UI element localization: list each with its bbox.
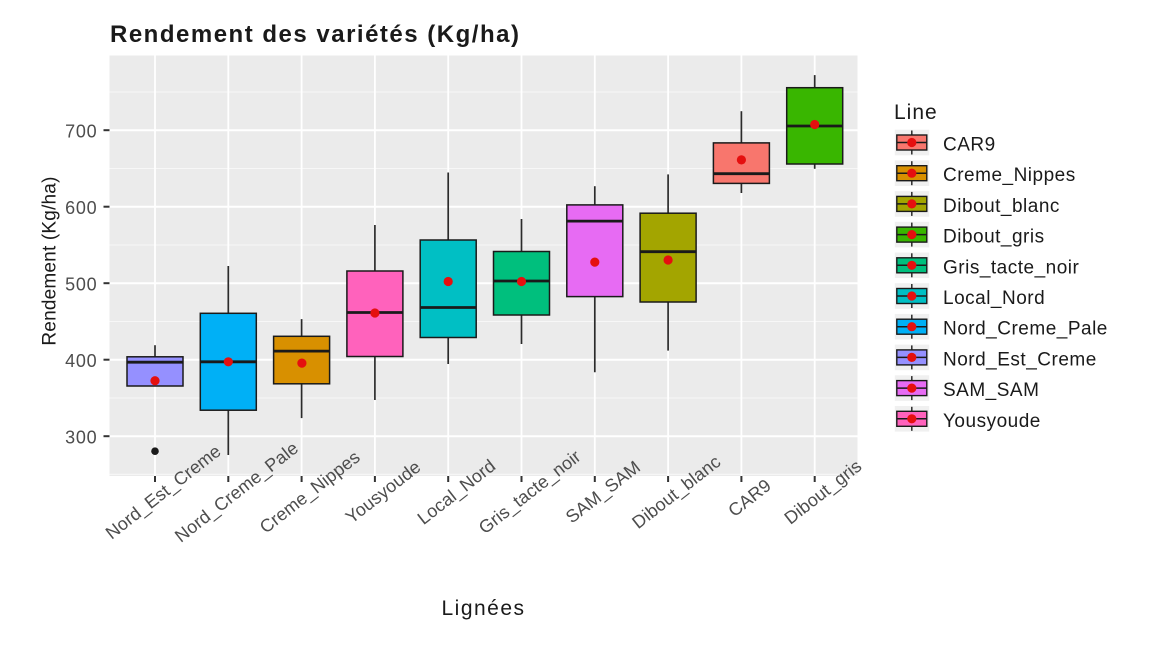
svg-text:Dibout_gris: Dibout_gris — [943, 227, 1045, 248]
svg-text:Line: Line — [894, 101, 938, 124]
svg-text:Yousyoude: Yousyoude — [943, 411, 1041, 432]
svg-text:CAR9: CAR9 — [943, 135, 996, 156]
svg-text:Rendement (Kg/ha): Rendement (Kg/ha) — [40, 176, 61, 345]
svg-text:400: 400 — [65, 351, 97, 371]
svg-text:700: 700 — [65, 121, 97, 141]
svg-text:500: 500 — [65, 274, 97, 294]
svg-text:SAM_SAM: SAM_SAM — [943, 380, 1039, 401]
svg-text:Nord_Est_Creme: Nord_Est_Creme — [943, 349, 1097, 370]
svg-text:300: 300 — [65, 427, 97, 447]
svg-text:Local_Nord: Local_Nord — [943, 288, 1045, 309]
svg-text:Lignées: Lignées — [441, 597, 525, 620]
svg-text:600: 600 — [65, 198, 97, 218]
svg-text:Gris_tacte_noir: Gris_tacte_noir — [943, 257, 1080, 278]
svg-text:Nord_Creme_Pale: Nord_Creme_Pale — [943, 319, 1108, 340]
svg-text:Rendement des variétés (Kg/ha): Rendement des variétés (Kg/ha) — [110, 21, 520, 48]
svg-text:Creme_Nippes: Creme_Nippes — [943, 165, 1076, 186]
svg-text:Dibout_blanc: Dibout_blanc — [943, 196, 1060, 217]
